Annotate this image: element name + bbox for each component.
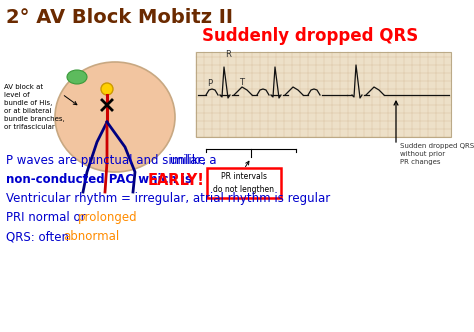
Text: abnormal: abnormal [63,230,119,243]
Text: PRI normal or: PRI normal or [6,211,90,224]
Ellipse shape [55,62,175,172]
Text: P: P [208,79,212,88]
Text: QRS: often: QRS: often [6,230,73,243]
Text: P waves are punctual and similar,: P waves are punctual and similar, [6,154,210,167]
Text: prolonged: prolonged [78,211,137,224]
Text: 2° AV Block Mobitz II: 2° AV Block Mobitz II [6,8,233,27]
Circle shape [101,83,113,95]
Text: EARLY!: EARLY! [148,173,205,188]
Text: unlike a: unlike a [170,154,217,167]
Text: R: R [225,50,231,59]
Text: Sudden dropped QRS
without prior
PR changes: Sudden dropped QRS without prior PR chan… [400,143,474,165]
Bar [196,52,451,137]
Text: PR intervals
do not lengthen: PR intervals do not lengthen [213,172,274,194]
Ellipse shape [67,70,87,84]
FancyBboxPatch shape [207,168,281,198]
Text: non-conducted PAC which is: non-conducted PAC which is [6,173,196,186]
Text: T: T [239,78,245,87]
Text: AV block at
level of
bundle of His,
or at bilateral
bundle branches,
or trifasci: AV block at level of bundle of His, or a… [4,84,65,130]
Text: Suddenly dropped QRS: Suddenly dropped QRS [202,27,418,45]
Text: Ventricular rhythm = irregular, atrial rhythm is regular: Ventricular rhythm = irregular, atrial r… [6,192,330,205]
